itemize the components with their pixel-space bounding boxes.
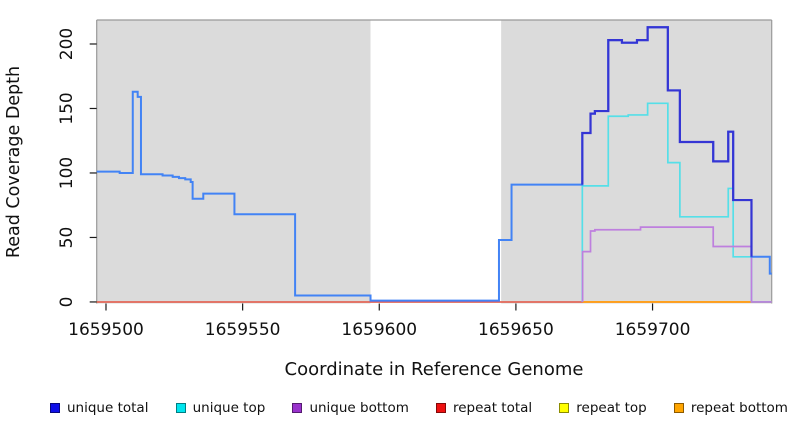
legend: unique total unique top unique bottom repea… bbox=[50, 400, 788, 416]
legend-swatch bbox=[559, 403, 570, 413]
no-data-gap bbox=[370, 20, 502, 304]
x-tick-label: 1659600 bbox=[341, 320, 417, 340]
covered-region-left bbox=[96, 20, 371, 304]
plot-borders bbox=[96, 19, 773, 304]
x-tick-label: 1659650 bbox=[478, 320, 554, 340]
legend-label: repeat top bbox=[576, 400, 647, 416]
legend-item: unique bottom bbox=[292, 400, 409, 416]
legend-item: repeat bottom bbox=[673, 400, 788, 416]
plot-panels bbox=[96, 20, 772, 304]
legend-swatch bbox=[50, 403, 60, 413]
legend-label: repeat bottom bbox=[690, 400, 788, 416]
x-tick-label: 1659700 bbox=[615, 320, 691, 340]
legend-swatch bbox=[435, 403, 446, 413]
legend-swatch bbox=[673, 403, 684, 413]
y-tick-label: 200 bbox=[57, 28, 77, 60]
y-axis-title: Read Coverage Depth bbox=[4, 66, 24, 258]
axis-ticks bbox=[89, 43, 654, 311]
legend-label: unique bottom bbox=[309, 400, 409, 416]
legend-swatch bbox=[292, 403, 303, 413]
x-tick-label: 1659550 bbox=[205, 320, 281, 340]
y-tick-label: 100 bbox=[57, 157, 77, 189]
legend-item: repeat total bbox=[435, 400, 533, 416]
x-tick-label: 1659500 bbox=[68, 320, 144, 340]
legend-label: unique total bbox=[67, 400, 149, 416]
y-tick-label: 50 bbox=[57, 227, 77, 249]
legend-swatch bbox=[175, 403, 186, 413]
axis-tick-labels: 1659500 1659550 1659600 1659650 1659700 0 50 10… bbox=[57, 28, 690, 340]
legend-item: repeat top bbox=[559, 400, 647, 416]
legend-label: repeat total bbox=[452, 400, 533, 416]
y-tick-label: 0 bbox=[57, 297, 77, 308]
legend-item: unique top bbox=[175, 400, 266, 416]
x-axis-title: Coordinate in Reference Genome bbox=[285, 359, 584, 380]
legend-item: unique total bbox=[50, 400, 148, 416]
covered-region-right bbox=[501, 20, 772, 304]
legend-label: unique top bbox=[192, 400, 266, 416]
y-tick-label: 150 bbox=[57, 92, 77, 124]
data-series bbox=[96, 26, 772, 303]
series-unique-total bbox=[581, 26, 753, 257]
series-unique-top bbox=[581, 102, 772, 303]
